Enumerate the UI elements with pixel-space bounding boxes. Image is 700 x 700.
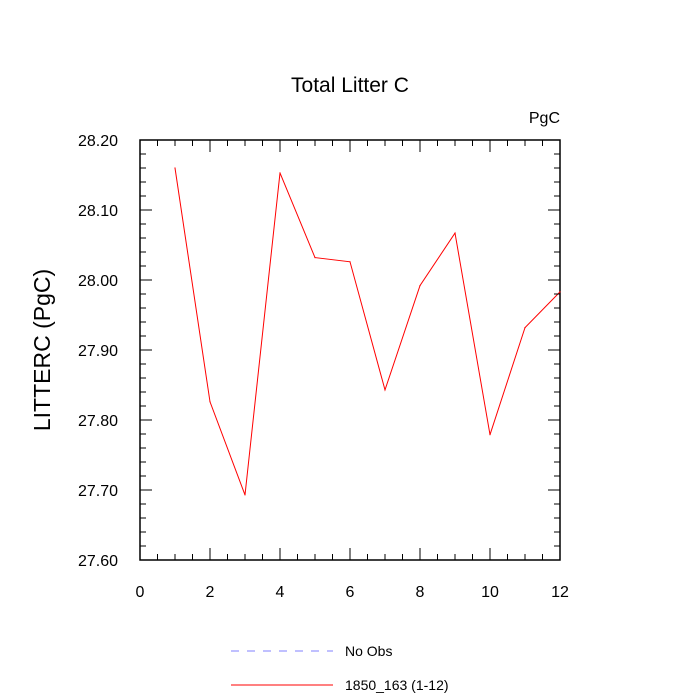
y-tick-label: 27.70 (78, 483, 118, 500)
data-point (454, 232, 456, 234)
tick-labels: 0 2 4 6 8 10 12 27.60 27.70 27.80 27.90 28.00 28.10 2… (78, 133, 569, 601)
data-point (174, 167, 176, 169)
data-point (279, 172, 281, 174)
chart-title: Total Litter C (291, 74, 409, 97)
axis-ticks (139, 139, 561, 561)
y-tick-label: 28.00 (78, 273, 118, 290)
y-tick-label: 27.80 (78, 413, 118, 430)
legend: No Obs 1850_163 (1-12) (231, 643, 449, 693)
legend-label: 1850_163 (1-12) (345, 677, 449, 693)
x-tick-label: 10 (481, 584, 499, 601)
x-tick-label: 6 (346, 584, 355, 601)
data-point (524, 327, 526, 329)
data-point (559, 291, 561, 293)
data-point (419, 285, 421, 287)
y-axis-label: LITTERC (PgC) (29, 269, 55, 431)
data-point (489, 434, 491, 436)
x-tick-label: 12 (551, 584, 569, 601)
x-tick-label: 4 (276, 584, 285, 601)
x-tick-label: 2 (206, 584, 215, 601)
y-tick-label: 28.10 (78, 203, 118, 220)
data-point (349, 261, 351, 263)
data-point (314, 257, 316, 259)
y-tick-label: 27.60 (78, 553, 118, 570)
y-tick-label: 28.20 (78, 133, 118, 150)
series-line-1 (174, 167, 561, 496)
y-tick-label: 27.90 (78, 343, 118, 360)
units-label: PgC (529, 110, 560, 127)
plot-area (139, 139, 561, 561)
data-point (244, 494, 246, 496)
plot-frame (139, 139, 561, 561)
legend-label: No Obs (345, 643, 392, 659)
x-tick-label: 0 (136, 584, 145, 601)
data-point (384, 389, 386, 391)
x-tick-label: 8 (416, 584, 425, 601)
data-point (209, 401, 211, 403)
